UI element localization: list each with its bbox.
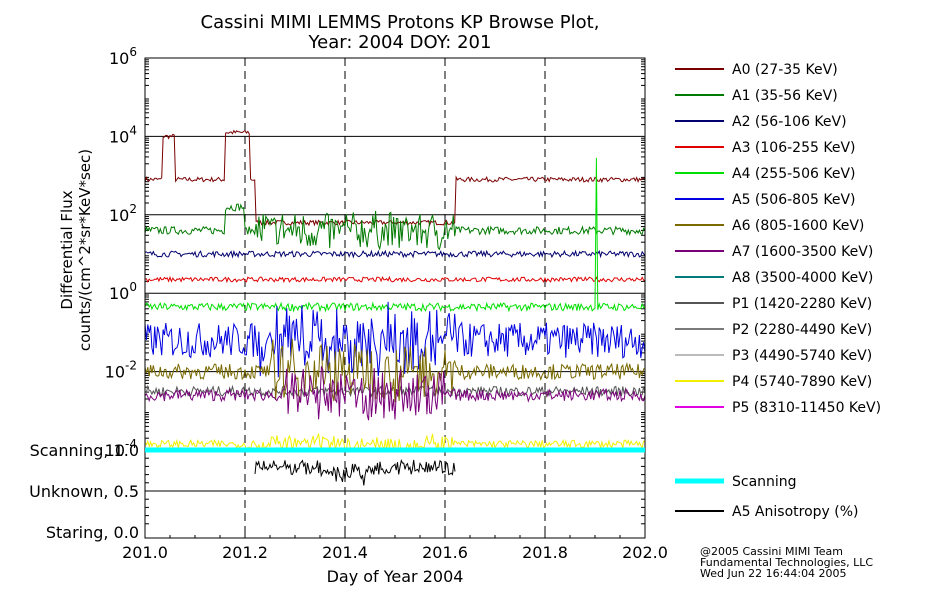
status-tick-label: Staring, 0.0 xyxy=(46,523,139,542)
legend-label: A2 (56-106 KeV) xyxy=(732,114,847,130)
series-line-a1 xyxy=(144,203,646,251)
legend-label: P3 (4490-5740 KeV) xyxy=(732,348,872,364)
flux-panel: 106 104 102 100 10-2 10-4 xyxy=(105,45,646,538)
status-frame xyxy=(144,449,646,539)
chart-title-line2: Year: 2004 DOY: 201 xyxy=(308,32,492,53)
series-line-a6 xyxy=(144,338,646,403)
y-tick-label: 102 xyxy=(109,202,137,225)
y-tick-label: 106 xyxy=(109,45,137,68)
x-tick-label: 201.8 xyxy=(522,543,568,562)
credit-line1: @2005 Cassini MIMI Team xyxy=(700,545,843,558)
series-line-a0 xyxy=(144,129,646,227)
x-tick-label: 201.2 xyxy=(222,543,268,562)
status-tick-label: Scanning, 1.0 xyxy=(30,441,139,460)
series-line-a7 xyxy=(144,365,646,421)
legend-label: A0 (27-35 KeV) xyxy=(732,62,838,78)
anisotropy-line xyxy=(254,458,456,486)
legend-label: A7 (1600-3500 KeV) xyxy=(732,244,873,260)
legend-label: P4 (5740-7890 KeV) xyxy=(732,374,872,390)
legend-label: Scanning xyxy=(732,474,797,490)
series-line-a4 xyxy=(144,157,646,313)
legend: A0 (27-35 KeV) A1 (35-56 KeV) A2 (56-106 K… xyxy=(675,62,881,520)
x-tick-label: 201.0 xyxy=(122,543,168,562)
legend-label: A5 (506-805 KeV) xyxy=(732,192,855,208)
x-tick-label: 201.4 xyxy=(322,543,368,562)
chart-title-line1: Cassini MIMI LEMMS Protons KP Browse Plo… xyxy=(201,12,600,33)
x-axis-label: Day of Year 2004 xyxy=(327,567,464,586)
series-line-a2 xyxy=(144,249,646,259)
legend-label: A3 (106-255 KeV) xyxy=(732,140,855,156)
legend-label: P1 (1420-2280 KeV) xyxy=(732,296,872,312)
series-line-a3 xyxy=(144,275,646,284)
x-tick-label: 202.0 xyxy=(622,543,668,562)
legend-label: A5 Anisotropy (%) xyxy=(732,504,859,520)
legend-label: P2 (2280-4490 KeV) xyxy=(732,322,872,338)
legend-label: A8 (3500-4000 KeV) xyxy=(732,270,873,286)
y-axis-label-line1: Differential Flux xyxy=(58,190,76,309)
y-tick-label: 104 xyxy=(109,123,137,146)
legend-label: A6 (805-1600 KeV) xyxy=(732,218,864,234)
y-tick-label: 10-2 xyxy=(105,359,137,382)
x-tick-label: 201.6 xyxy=(422,543,468,562)
legend-label: A1 (35-56 KeV) xyxy=(732,88,838,104)
status-tick-label: Unknown, 0.5 xyxy=(29,482,139,501)
legend-label: A4 (255-506 KeV) xyxy=(732,166,855,182)
y-tick-label: 10-4 xyxy=(105,437,137,460)
legend-label: P5 (8310-11450 KeV) xyxy=(732,400,881,416)
credit-line2: Fundamental Technologies, LLC xyxy=(700,556,873,569)
series-line-a5 xyxy=(144,301,646,378)
credit-line3: Wed Jun 22 16:44:04 2005 xyxy=(700,567,847,580)
y-axis-label-line2: counts/(cm^2*sr*KeV*sec) xyxy=(76,149,94,351)
y-tick-label: 100 xyxy=(109,280,137,303)
series-line-p4 xyxy=(144,433,646,452)
